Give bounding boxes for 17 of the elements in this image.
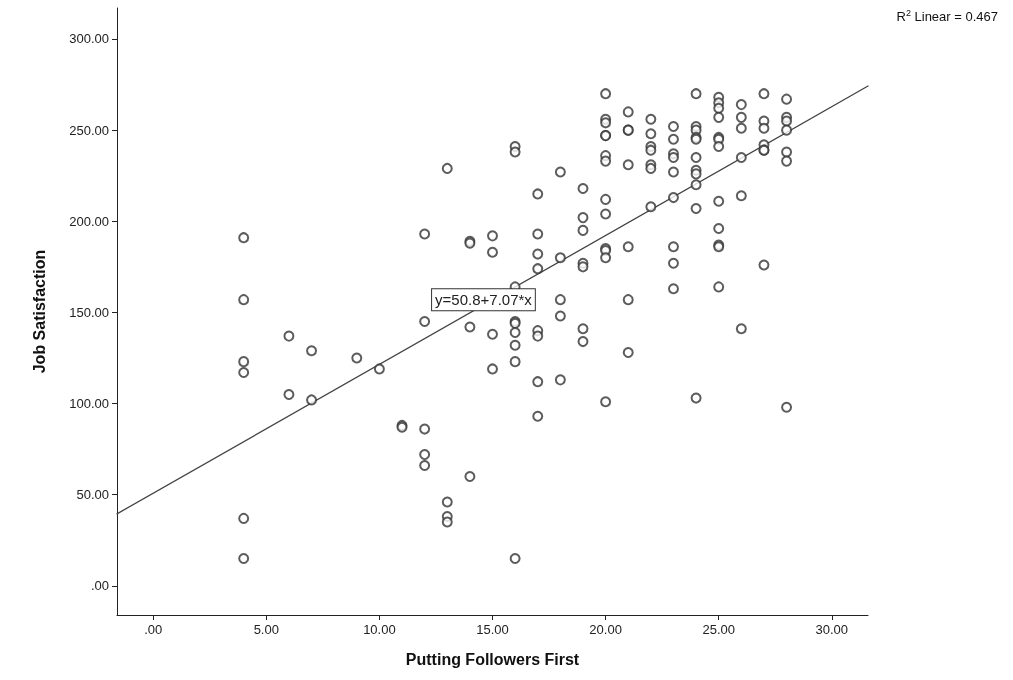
x-tick-label: 15.00: [476, 622, 509, 637]
y-tick-label: 250.00: [69, 122, 109, 138]
y-tick-label: 200.00: [69, 213, 109, 229]
y-tick-label: 50.00: [76, 487, 109, 503]
x-tick-label: 25.00: [702, 622, 735, 637]
x-tick-label: .00: [144, 622, 163, 637]
x-axis-title: Putting Followers First: [405, 650, 580, 668]
y-tick-label: .00: [90, 578, 109, 594]
x-tick-label: 10.00: [363, 622, 396, 637]
y-tick-label: 100.00: [69, 396, 109, 412]
y-tick-label: 300.00: [69, 31, 109, 47]
y-tick-label: 150.00: [69, 304, 109, 320]
y-axis-title: Job Satisfaction: [30, 249, 48, 374]
annotation: y=50.8+7.07*x: [435, 291, 533, 309]
x-tick-label: 30.00: [815, 622, 849, 637]
x-tick-label: 5.00: [253, 622, 279, 637]
x-tick-label: 20.00: [589, 622, 622, 637]
